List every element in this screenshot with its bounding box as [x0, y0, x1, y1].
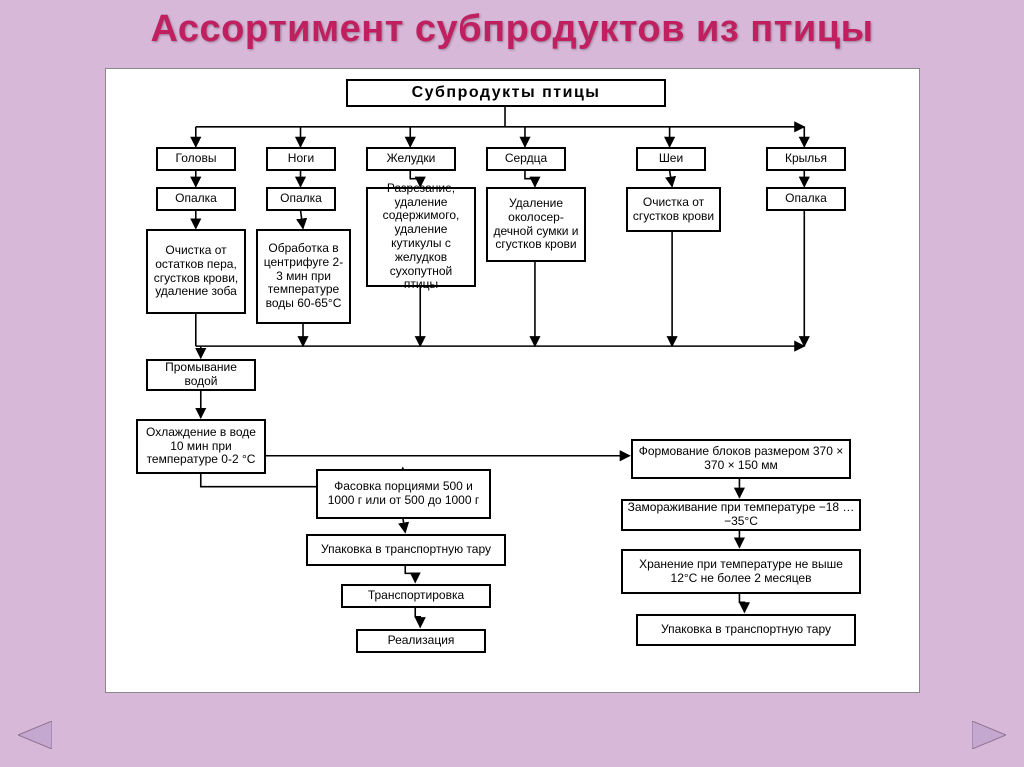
flowchart-node-p1a: Опалка	[156, 187, 236, 211]
flowchart-node-p3a: Разрезание, удаление содержимого, удален…	[366, 187, 476, 287]
flowchart-node-c6: Крылья	[766, 147, 846, 171]
flowchart-node-freeze: Замораживание при температуре −18 …−35°С	[621, 499, 861, 531]
next-slide-button[interactable]	[972, 721, 1006, 749]
flowchart-node-cool: Охлаждение в воде 10 мин при температуре…	[136, 419, 266, 474]
prev-slide-button[interactable]	[18, 721, 52, 749]
flowchart-node-upak2: Упаковка в транспортную тару	[636, 614, 856, 646]
flowchart-node-c4: Сердца	[486, 147, 566, 171]
flowchart-node-root: Субпродукты птицы	[346, 79, 666, 107]
flowchart-node-p4a: Удаление околосер­дечной сумки и сгустко…	[486, 187, 586, 262]
flowchart-node-p2a: Опалка	[266, 187, 336, 211]
flowchart-node-p1b: Очистка от остатков пера, сгустков крови…	[146, 229, 246, 314]
flowchart-node-c3: Желудки	[366, 147, 456, 171]
flowchart-node-pack: Фасовка порциями 500 и 1000 г или от 500…	[316, 469, 491, 519]
flowchart-node-wash: Промывание водой	[146, 359, 256, 391]
flowchart-node-trans: Транспортировка	[341, 584, 491, 608]
flowchart-node-c5: Шеи	[636, 147, 706, 171]
flowchart-node-p6a: Опалка	[766, 187, 846, 211]
flowchart-node-p2b: Обработка в центрифуге 2-3 мин при темпе…	[256, 229, 351, 324]
flowchart-node-form: Формование блоков размером 370 × 370 × 1…	[631, 439, 851, 479]
flowchart-node-p5a: Очистка от сгустков крови	[626, 187, 721, 232]
flowchart-node-c2: Ноги	[266, 147, 336, 171]
flowchart-panel: Субпродукты птицы Головы Ноги Желудки Сердца…	[105, 68, 920, 693]
flowchart-node-store: Хранение при температуре не выше 12°С не…	[621, 549, 861, 594]
flowchart-node-upak1: Упаковка в транспортную тару	[306, 534, 506, 566]
flowchart-node-real: Реализация	[356, 629, 486, 653]
page-title: Ассортимент субпродуктов из птицы	[0, 0, 1024, 51]
flowchart-node-c1: Головы	[156, 147, 236, 171]
